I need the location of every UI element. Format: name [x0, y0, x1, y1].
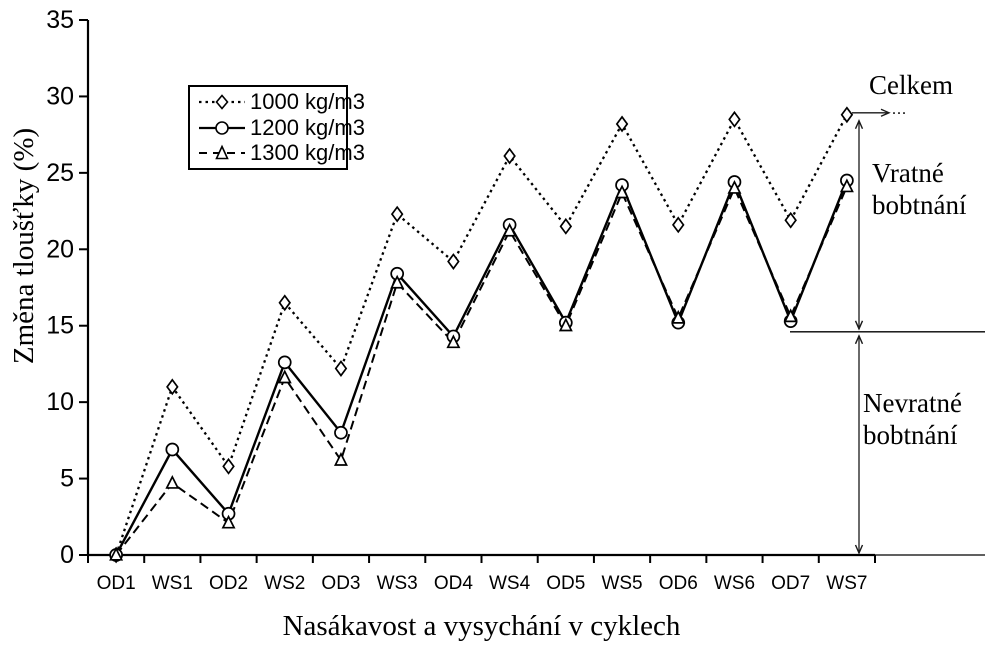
x-tick-label: OD2 — [209, 573, 248, 594]
y-tick-label: 25 — [46, 159, 74, 187]
x-tick-label: OD3 — [321, 573, 360, 594]
legend-label: 1200 kg/m3 — [250, 114, 365, 140]
marker-diamond — [559, 217, 573, 235]
marker-circle — [334, 425, 348, 440]
marker-diamond — [615, 115, 629, 133]
marker-triangle — [783, 308, 798, 323]
marker-diamond — [278, 294, 292, 312]
x-tick-label: WS6 — [714, 573, 755, 594]
marker-diamond — [166, 378, 179, 396]
series-line-1200-kg-m3 — [115, 178, 849, 556]
marker-triangle — [221, 514, 236, 529]
x-tick-label: OD7 — [771, 573, 810, 594]
x-tick-label: WS3 — [377, 573, 418, 594]
marker-triangle — [109, 546, 124, 561]
marker-diamond — [390, 205, 404, 223]
y-tick-label: 35 — [46, 6, 74, 34]
y-tick-label: 20 — [46, 235, 74, 263]
marker-diamond — [728, 110, 741, 128]
series-line-1300-kg-m3 — [115, 185, 848, 556]
x-axis-title: Nasákavost a vysychání v cyklech — [282, 610, 681, 642]
marker-triangle — [671, 309, 686, 324]
marker-triangle — [446, 334, 461, 349]
marker-diamond — [671, 216, 685, 234]
y-tick-label: 10 — [46, 388, 74, 416]
marker-diamond — [334, 360, 348, 377]
marker-diamond — [222, 457, 235, 475]
y-axis-title: Změna tloušťky (%) — [8, 127, 40, 365]
y-tick-label: 30 — [46, 82, 74, 110]
annotation-vratne-bobtnani: Vratné bobtnání — [872, 158, 967, 220]
x-tick-label: WS5 — [601, 573, 642, 594]
marker-triangle — [390, 274, 405, 289]
x-tick-label: OD1 — [97, 573, 136, 594]
legend-item-1000: 1000 kg/m3 — [198, 90, 365, 115]
marker-triangle — [333, 452, 348, 466]
marker-diamond — [447, 253, 460, 270]
x-tick-label: WS7 — [826, 573, 867, 594]
annotation-nevratne-bobtnani: Nevratné bobtnání — [863, 388, 962, 450]
marker-triangle — [502, 222, 517, 237]
series-line-1000-kg-m3 — [115, 114, 848, 556]
legend-label: 1300 kg/m3 — [250, 140, 365, 165]
marker-diamond — [840, 106, 854, 124]
y-tick-label: 5 — [60, 465, 74, 493]
dotted-diamond-line-icon — [199, 94, 245, 110]
annotation-celkem-dots: ... — [892, 101, 907, 118]
dashed-triangle-line-icon — [199, 144, 245, 160]
x-tick-label: OD4 — [434, 573, 474, 594]
x-tick-label: WS1 — [152, 573, 193, 594]
solid-circle-line-icon — [199, 120, 245, 135]
marker-circle — [277, 355, 292, 370]
legend-item-1300: 1300 kg/m3 — [198, 141, 365, 166]
marker-triangle — [165, 474, 180, 489]
vratne-arrowhead-bottom — [854, 320, 864, 331]
marker-diamond — [503, 147, 516, 165]
marker-diamond — [784, 211, 797, 229]
legend-label: 1000 kg/m3 — [250, 89, 365, 114]
marker-triangle — [727, 179, 742, 194]
marker-triangle — [839, 178, 854, 193]
x-tick-label: OD5 — [546, 573, 585, 594]
x-tick-label: WS2 — [264, 573, 305, 594]
y-tick-label: 15 — [46, 312, 74, 340]
legend: 1000 kg/m3 1200 kg/m3 1300 kg/m3 — [188, 85, 365, 170]
marker-triangle — [558, 317, 573, 332]
x-tick-label: OD6 — [659, 573, 698, 594]
celkem-arrowhead — [880, 108, 891, 117]
marker-circle — [165, 442, 180, 457]
vratne-arrowhead-top — [854, 119, 864, 130]
annotation-celkem: Celkem — [869, 70, 953, 100]
nevratne-arrowhead-bottom — [854, 544, 864, 555]
marker-triangle — [277, 369, 292, 384]
x-tick-label: WS4 — [489, 573, 531, 594]
marker-triangle — [615, 184, 630, 199]
nevratne-arrowhead-top — [854, 334, 864, 345]
legend-item-1200: 1200 kg/m3 — [198, 115, 365, 140]
y-tick-label: 0 — [60, 541, 74, 569]
